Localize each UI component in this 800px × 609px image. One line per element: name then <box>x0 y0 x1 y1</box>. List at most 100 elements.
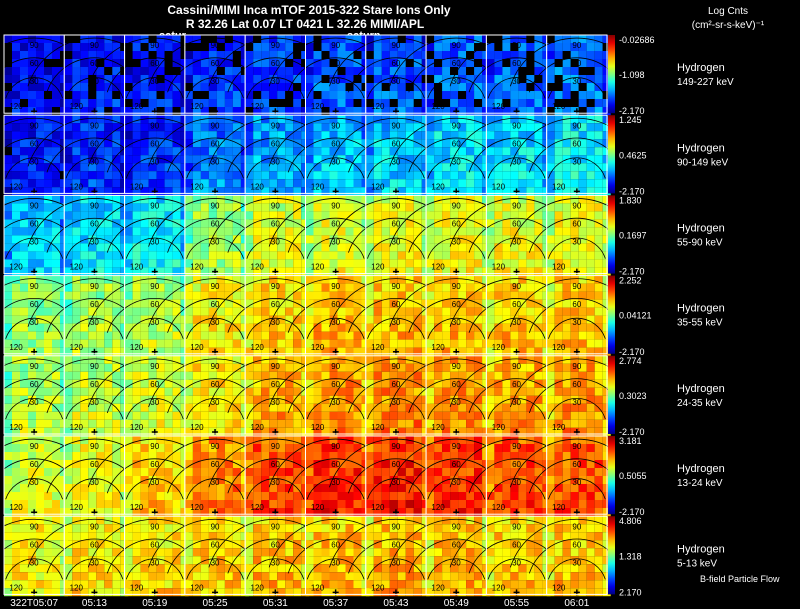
angle-label: 60 <box>30 59 39 68</box>
species-label: Hydrogen <box>677 142 725 154</box>
angle-label: 90 <box>90 202 99 211</box>
image-panel: 90 60 30 120 <box>0 515 102 597</box>
angle-label: 30 <box>271 157 280 166</box>
angle-label: 120 <box>251 583 265 592</box>
angle-label: 90 <box>572 442 581 451</box>
image-panel: 90 60 30 120 <box>87 355 222 436</box>
image-panel: 90 60 30 120 <box>509 435 644 516</box>
colorbar-mid: 0.3023 <box>619 391 647 401</box>
color-bar <box>608 35 615 114</box>
angle-label: 120 <box>311 423 325 432</box>
angle-label: 120 <box>552 343 566 352</box>
image-panel: 90 60 30 120 <box>449 355 584 436</box>
angle-label: 60 <box>331 380 340 389</box>
angle-label: 90 <box>572 522 581 531</box>
angle-label: 30 <box>30 478 39 487</box>
energy-label: 5-13 keV <box>677 558 717 569</box>
angle-label: 90 <box>30 41 39 50</box>
angle-label: 90 <box>211 362 220 371</box>
colorbar-mid: 0.1697 <box>619 231 647 241</box>
colorbar-min: -2.170 <box>619 186 645 196</box>
angle-label: 60 <box>271 460 280 469</box>
angle-label: 30 <box>331 238 340 247</box>
angle-label: 120 <box>9 423 23 432</box>
angle-label: 120 <box>70 503 84 512</box>
angle-label: 90 <box>452 362 461 371</box>
image-panel: 90 60 30 120 <box>509 275 644 356</box>
angle-label: 120 <box>371 343 385 352</box>
color-bar <box>608 355 615 434</box>
colorbar-max: 3.181 <box>619 436 642 446</box>
angle-label: 90 <box>452 41 461 50</box>
angle-label: 60 <box>30 220 39 229</box>
image-panel: 90 60 30 120 <box>509 114 644 196</box>
angle-label: 30 <box>452 558 461 567</box>
time-tick-label: 06:01 <box>564 598 589 609</box>
angle-label: 120 <box>492 102 506 111</box>
angle-label: 30 <box>90 558 99 567</box>
angle-label: 120 <box>130 263 144 272</box>
angle-label: 30 <box>271 398 280 407</box>
angle-label: 60 <box>512 380 521 389</box>
angle-label: 60 <box>271 59 280 68</box>
angle-label: 90 <box>391 522 400 531</box>
angle-label: 120 <box>311 503 325 512</box>
angle-label: 120 <box>130 102 144 111</box>
angle-label: 90 <box>572 202 581 211</box>
angle-label: 30 <box>572 318 581 327</box>
colorbar-max: 1.830 <box>619 195 642 205</box>
angle-label: 90 <box>391 41 400 50</box>
angle-label: 90 <box>331 282 340 291</box>
colorbar-min: -2.170 <box>619 347 645 357</box>
angle-label: 120 <box>251 423 265 432</box>
angle-label: 90 <box>271 121 280 130</box>
angle-label: 120 <box>70 583 84 592</box>
angle-label: 90 <box>271 202 280 211</box>
angle-label: 90 <box>90 362 99 371</box>
angle-label: 60 <box>512 139 521 148</box>
angle-label: 30 <box>572 558 581 567</box>
angle-label: 30 <box>90 318 99 327</box>
angle-label: 30 <box>391 558 400 567</box>
angle-label: 120 <box>311 182 325 191</box>
color-bar <box>608 436 615 515</box>
species-label: Hydrogen <box>677 543 725 555</box>
angle-label: 120 <box>371 263 385 272</box>
angle-label: 90 <box>30 362 39 371</box>
energy-row: 90 60 30 120 90 60 30 120 90 60 30 120 90 60 30 120 90 60… <box>0 275 725 357</box>
image-panel: 90 60 30 120 <box>268 275 403 356</box>
angle-label: 30 <box>150 398 159 407</box>
angle-label: 90 <box>452 202 461 211</box>
angle-label: 120 <box>9 503 23 512</box>
angle-label: 60 <box>572 300 581 309</box>
angle-label: 30 <box>391 77 400 86</box>
colorbar-min: -2.170 <box>619 106 645 116</box>
energy-row: 90 60 30 120 90 60 30 120 90 60 30 120 90 60 30 120 90 60… <box>0 194 725 277</box>
angle-label: 120 <box>130 182 144 191</box>
angle-label: 30 <box>512 398 521 407</box>
angle-label: 90 <box>90 282 99 291</box>
angle-label: 90 <box>150 202 159 211</box>
angle-label: 120 <box>492 583 506 592</box>
angle-label: 90 <box>271 41 280 50</box>
flow-legend: B-field Particle Flow <box>700 574 780 584</box>
angle-label: 120 <box>251 102 265 111</box>
angle-label: 120 <box>190 503 204 512</box>
angle-label: 30 <box>30 77 39 86</box>
image-panel: 90 60 30 120 <box>509 34 644 115</box>
angle-label: 120 <box>492 423 506 432</box>
angle-label: 30 <box>331 398 340 407</box>
time-tick-label: 05:55 <box>504 598 529 609</box>
angle-label: 30 <box>271 318 280 327</box>
angle-label: 60 <box>30 460 39 469</box>
angle-label: 60 <box>30 540 39 549</box>
angle-label: 120 <box>492 263 506 272</box>
angle-label: 30 <box>572 478 581 487</box>
angle-label: 90 <box>512 121 521 130</box>
image-panel: 90 60 30 120 <box>449 114 584 196</box>
angle-label: 90 <box>572 282 581 291</box>
angle-label: 90 <box>452 442 461 451</box>
angle-label: 60 <box>391 220 400 229</box>
angle-label: 30 <box>211 157 220 166</box>
angle-label: 90 <box>30 442 39 451</box>
